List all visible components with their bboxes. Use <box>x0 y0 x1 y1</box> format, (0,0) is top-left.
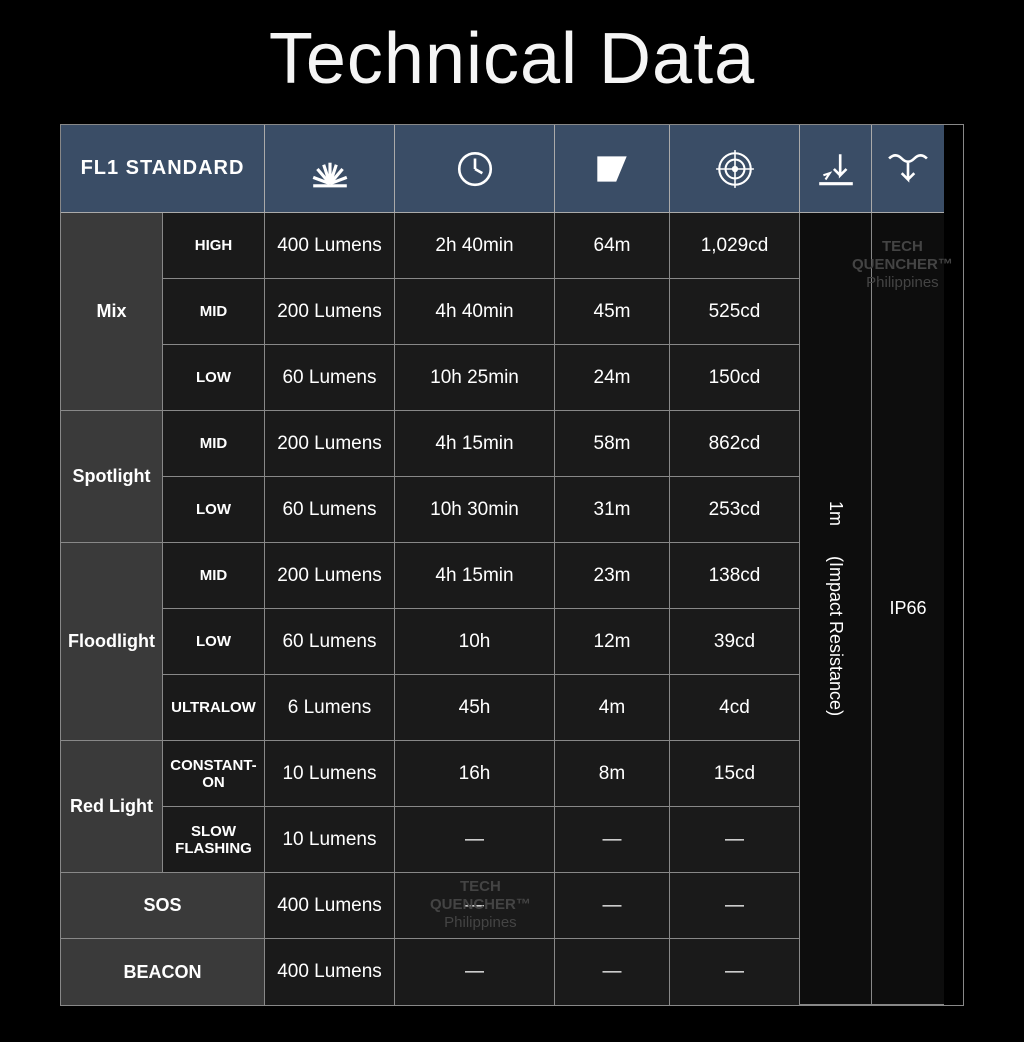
mode-mix: Mix <box>61 213 163 411</box>
level-cell: CONSTANT-ON <box>163 741 265 807</box>
lumens-cell: 10 Lumens <box>265 807 395 873</box>
intensity-cell: 138cd <box>670 543 800 609</box>
level-cell: ULTRALOW <box>163 675 265 741</box>
distance-cell: 23m <box>555 543 670 609</box>
lumens-cell: 6 Lumens <box>265 675 395 741</box>
water-icon <box>887 148 929 190</box>
runtime-cell: — <box>395 873 555 939</box>
level-cell: LOW <box>163 345 265 411</box>
runtime-cell: 2h 40min <box>395 213 555 279</box>
runtime-cell: — <box>395 807 555 873</box>
mode-floodlight: Floodlight <box>61 543 163 741</box>
drop-icon <box>815 148 857 190</box>
lumens-cell: 200 Lumens <box>265 543 395 609</box>
intensity-cell: — <box>670 939 800 1005</box>
mode-beacon: BEACON <box>61 939 265 1005</box>
level-cell: HIGH <box>163 213 265 279</box>
lumens-cell: 60 Lumens <box>265 477 395 543</box>
distance-cell: 58m <box>555 411 670 477</box>
runtime-cell: 10h 25min <box>395 345 555 411</box>
lumens-cell: 10 Lumens <box>265 741 395 807</box>
intensity-cell: 253cd <box>670 477 800 543</box>
intensity-cell: 862cd <box>670 411 800 477</box>
intensity-cell: — <box>670 873 800 939</box>
intensity-cell: 4cd <box>670 675 800 741</box>
runtime-cell: — <box>395 939 555 1005</box>
header-water-icon <box>872 125 944 213</box>
header-fl1-standard: FL1 STANDARD <box>61 125 265 213</box>
distance-cell: 31m <box>555 477 670 543</box>
header-impact-icon <box>800 125 872 213</box>
distance-cell: 64m <box>555 213 670 279</box>
level-cell: LOW <box>163 609 265 675</box>
intensity-cell: — <box>670 807 800 873</box>
distance-cell: 45m <box>555 279 670 345</box>
water-rating-cell: IP66 <box>872 213 944 1005</box>
intensity-cell: 39cd <box>670 609 800 675</box>
clock-icon <box>454 148 496 190</box>
intensity-cell: 150cd <box>670 345 800 411</box>
sunburst-icon <box>309 148 351 190</box>
mode-red-light: Red Light <box>61 741 163 873</box>
page-title: Technical Data <box>60 18 964 100</box>
runtime-cell: 4h 15min <box>395 543 555 609</box>
lumens-cell: 400 Lumens <box>265 939 395 1005</box>
lumens-cell: 200 Lumens <box>265 279 395 345</box>
distance-cell: 8m <box>555 741 670 807</box>
distance-cell: 12m <box>555 609 670 675</box>
runtime-cell: 16h <box>395 741 555 807</box>
runtime-cell: 10h <box>395 609 555 675</box>
distance-cell: 24m <box>555 345 670 411</box>
runtime-cell: 45h <box>395 675 555 741</box>
lumens-cell: 200 Lumens <box>265 411 395 477</box>
impact-resistance-cell: 1m (Impact Resistance) <box>800 213 872 1005</box>
level-cell: MID <box>163 411 265 477</box>
distance-cell: 4m <box>555 675 670 741</box>
level-cell: MID <box>163 279 265 345</box>
runtime-cell: 4h 40min <box>395 279 555 345</box>
lumens-cell: 60 Lumens <box>265 345 395 411</box>
intensity-cell: 525cd <box>670 279 800 345</box>
lumens-cell: 60 Lumens <box>265 609 395 675</box>
lumens-cell: 400 Lumens <box>265 873 395 939</box>
distance-cell: — <box>555 939 670 1005</box>
distance-cell: — <box>555 873 670 939</box>
mode-spotlight: Spotlight <box>61 411 163 543</box>
level-cell: MID <box>163 543 265 609</box>
lumens-cell: 400 Lumens <box>265 213 395 279</box>
level-cell: LOW <box>163 477 265 543</box>
technical-data-table: FL1 STANDARD <box>60 124 964 1006</box>
header-distance-icon <box>555 125 670 213</box>
mode-sos: SOS <box>61 873 265 939</box>
level-cell: SLOW FLASHING <box>163 807 265 873</box>
runtime-cell: 10h 30min <box>395 477 555 543</box>
target-icon <box>714 148 756 190</box>
header-lumens-icon <box>265 125 395 213</box>
intensity-cell: 15cd <box>670 741 800 807</box>
distance-cell: — <box>555 807 670 873</box>
header-runtime-icon <box>395 125 555 213</box>
header-intensity-icon <box>670 125 800 213</box>
intensity-cell: 1,029cd <box>670 213 800 279</box>
beam-icon <box>591 148 633 190</box>
runtime-cell: 4h 15min <box>395 411 555 477</box>
